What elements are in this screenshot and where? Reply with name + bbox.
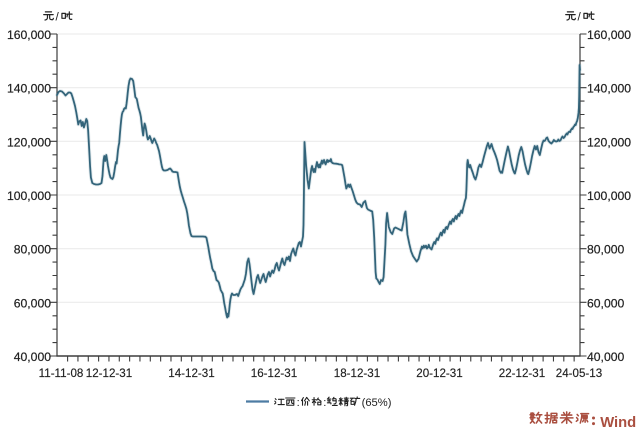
svg-text:24-05-13: 24-05-13 — [556, 367, 602, 380]
svg-text:120,000: 120,000 — [7, 135, 51, 149]
svg-text:60,000: 60,000 — [587, 296, 624, 310]
svg-text:100,000: 100,000 — [7, 189, 51, 203]
svg-text:80,000: 80,000 — [587, 243, 624, 257]
svg-text:40,000: 40,000 — [14, 350, 51, 364]
svg-text:60,000: 60,000 — [14, 296, 51, 310]
svg-text:20-12-31: 20-12-31 — [416, 367, 462, 380]
svg-text:80,000: 80,000 — [14, 243, 51, 257]
svg-text:/: / — [578, 9, 582, 23]
svg-text:16-12-31: 16-12-31 — [251, 367, 297, 380]
svg-text:120,000: 120,000 — [587, 135, 631, 149]
svg-text:Wind: Wind — [600, 415, 636, 431]
svg-text:18-12-31: 18-12-31 — [334, 367, 380, 380]
svg-text:/: / — [56, 9, 60, 23]
svg-text:14-12-31: 14-12-31 — [168, 367, 214, 380]
svg-text:160,000: 160,000 — [587, 28, 631, 42]
svg-text:140,000: 140,000 — [7, 82, 51, 96]
svg-text:40,000: 40,000 — [587, 350, 624, 364]
svg-text:(65%): (65%) — [362, 397, 392, 409]
svg-text:11-11-08: 11-11-08 — [39, 367, 84, 380]
svg-text::: : — [323, 397, 326, 409]
svg-text:100,000: 100,000 — [587, 189, 631, 203]
svg-text:160,000: 160,000 — [7, 28, 51, 42]
svg-text::: : — [297, 397, 300, 409]
svg-text:12-12-31: 12-12-31 — [86, 367, 132, 380]
svg-text:140,000: 140,000 — [587, 82, 631, 96]
svg-text:22-12-31: 22-12-31 — [499, 367, 545, 380]
